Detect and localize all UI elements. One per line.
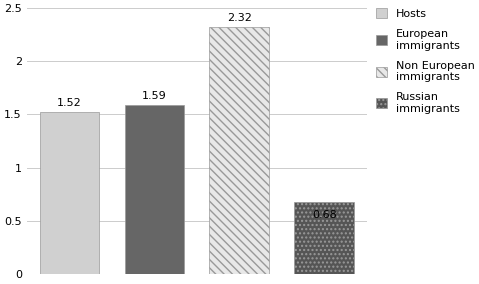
Bar	[209, 27, 269, 274]
Bar	[295, 202, 354, 274]
Bar	[125, 105, 184, 274]
Bar	[40, 112, 99, 274]
Text: 2.32: 2.32	[227, 13, 251, 23]
Text: 1.52: 1.52	[57, 98, 81, 108]
Text: 0.68: 0.68	[312, 210, 337, 220]
Text: 1.59: 1.59	[142, 91, 167, 101]
Legend: Hosts, European
immigrants, Non European
immigrants, Russian
immigrants: Hosts, European immigrants, Non European…	[376, 9, 475, 114]
